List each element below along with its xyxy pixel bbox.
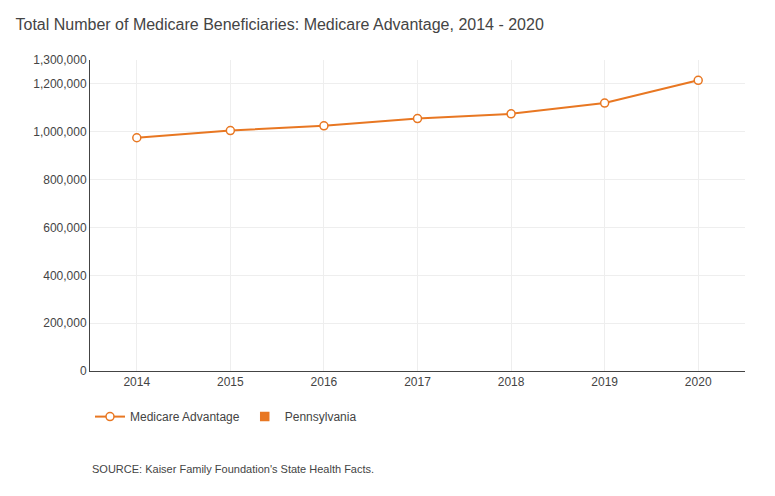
svg-text:2020: 2020 bbox=[685, 375, 712, 389]
svg-text:1,000,000: 1,000,000 bbox=[33, 125, 87, 139]
svg-text:1,200,000: 1,200,000 bbox=[33, 77, 87, 91]
svg-text:1,300,000: 1,300,000 bbox=[33, 53, 87, 67]
svg-text:2014: 2014 bbox=[123, 375, 150, 389]
svg-text:2019: 2019 bbox=[591, 375, 618, 389]
svg-text:600,000: 600,000 bbox=[43, 221, 87, 235]
svg-text:200,000: 200,000 bbox=[43, 316, 87, 330]
svg-text:2017: 2017 bbox=[404, 375, 431, 389]
svg-text:2016: 2016 bbox=[311, 375, 338, 389]
svg-text:Medicare Advantage: Medicare Advantage bbox=[130, 410, 240, 424]
svg-text:800,000: 800,000 bbox=[43, 173, 87, 187]
svg-text:SOURCE: Kaiser Family Foundati: SOURCE: Kaiser Family Foundation's State… bbox=[92, 463, 374, 475]
svg-text:Pennsylvania: Pennsylvania bbox=[285, 410, 357, 424]
svg-text:0: 0 bbox=[80, 364, 87, 378]
svg-text:2018: 2018 bbox=[498, 375, 525, 389]
svg-text:2015: 2015 bbox=[217, 375, 244, 389]
svg-text:Total Number of Medicare Benef: Total Number of Medicare Beneficiaries: … bbox=[16, 16, 544, 33]
svg-text:400,000: 400,000 bbox=[43, 269, 87, 283]
